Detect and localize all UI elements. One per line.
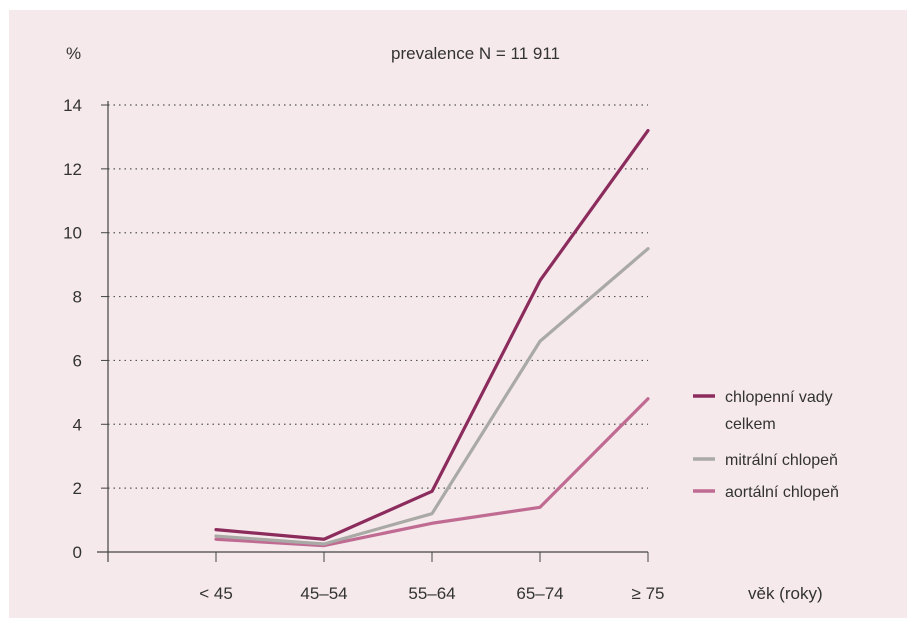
- series-line-2: [214, 397, 650, 548]
- gridlines: [101, 104, 648, 553]
- axes: [97, 101, 649, 562]
- y-tick-label: 12: [63, 160, 82, 179]
- series-line-0: [214, 128, 650, 541]
- y-tick-label: 2: [73, 479, 82, 498]
- legend: chlopenní vady celkem mitrální chlopeň aort…: [693, 389, 839, 501]
- chart-title: prevalence N = 11 911: [391, 44, 560, 63]
- x-axis-label: věk (roky): [748, 584, 823, 603]
- y-tick-label: 4: [73, 415, 82, 434]
- chart-panel: [9, 10, 907, 618]
- y-tick-label: 6: [73, 351, 82, 370]
- y-axis-label: %: [66, 44, 81, 63]
- series-lines: [214, 128, 650, 548]
- series-line-1: [214, 247, 650, 546]
- x-tick-label: 55–64: [408, 584, 455, 603]
- x-tick-label: < 45: [199, 584, 233, 603]
- x-tick-label: ≥ 75: [632, 584, 665, 603]
- y-tick-label: 14: [63, 96, 82, 115]
- legend-label: aortální chlopeň: [725, 484, 839, 501]
- x-tick-label: 65–74: [516, 584, 563, 603]
- x-tick-label: 45–54: [300, 584, 347, 603]
- x-tick-labels: < 45 45–54 55–64 65–74 ≥ 75: [199, 584, 664, 603]
- y-tick-label: 10: [63, 224, 82, 243]
- y-tick-label: 8: [73, 288, 82, 307]
- legend-label: chlopenní vady: [725, 389, 833, 406]
- legend-label: celkem: [725, 416, 776, 433]
- y-tick-labels: 0 2 4 6 8 10 12 14: [63, 96, 82, 562]
- y-tick-label: 0: [73, 543, 82, 562]
- legend-label: mitrální chlopeň: [725, 452, 838, 469]
